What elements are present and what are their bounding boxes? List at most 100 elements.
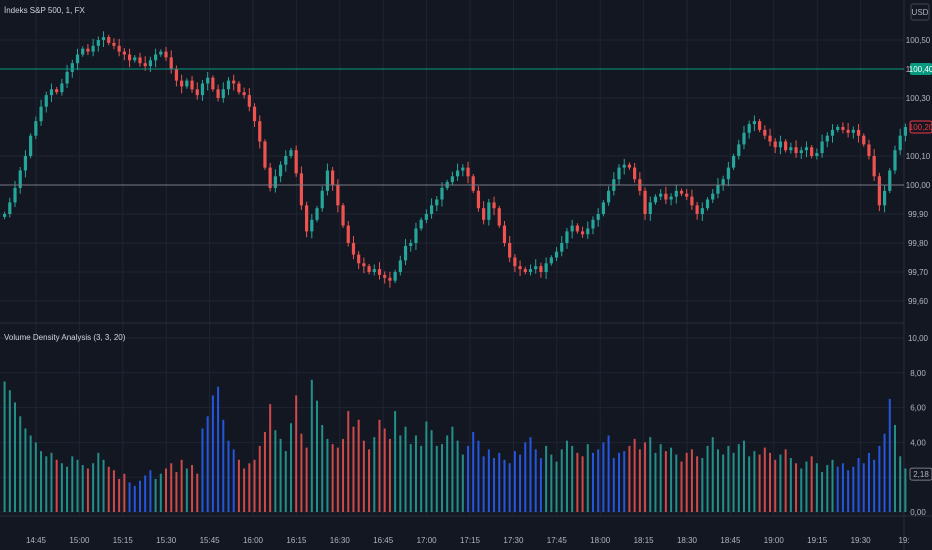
chart-title[interactable]: İndeks S&P 500, 1, FX bbox=[4, 6, 85, 15]
candle-body bbox=[127, 54, 132, 61]
time-tick-label: 16:00 bbox=[243, 536, 264, 545]
volume-bar bbox=[888, 398, 891, 512]
candle-body bbox=[148, 60, 152, 67]
candle-body bbox=[273, 176, 277, 188]
volume-bar bbox=[232, 449, 235, 512]
level-price-tag[interactable]: 100,40 bbox=[909, 63, 932, 75]
volume-bar bbox=[654, 452, 657, 512]
volume-bar bbox=[352, 426, 355, 512]
candle-body bbox=[450, 176, 454, 183]
volume-bar bbox=[742, 440, 745, 512]
volume-bar bbox=[805, 461, 808, 512]
candle-body bbox=[154, 54, 158, 61]
candle-body bbox=[528, 269, 533, 272]
candle-body bbox=[721, 179, 725, 185]
candle-body bbox=[3, 214, 7, 217]
indicator-tick-label: 10,00 bbox=[908, 334, 929, 343]
candle-body bbox=[315, 208, 319, 220]
currency-button[interactable] bbox=[910, 3, 930, 21]
volume-bar bbox=[446, 435, 449, 512]
volume-bar bbox=[133, 485, 136, 512]
volume-bar bbox=[420, 445, 423, 512]
volume-bar bbox=[591, 452, 594, 512]
candlestick-series bbox=[3, 31, 907, 288]
volume-bar bbox=[628, 445, 631, 512]
candle-body bbox=[278, 164, 283, 177]
volume-bar bbox=[248, 463, 251, 512]
volume-bar bbox=[123, 473, 126, 512]
time-tick-label: 14:45 bbox=[26, 536, 47, 545]
volume-bar bbox=[269, 404, 272, 512]
volume-bar bbox=[487, 449, 490, 512]
candle-body bbox=[23, 156, 28, 171]
volume-bar bbox=[539, 458, 542, 512]
price-tick-label: 99,90 bbox=[908, 210, 929, 219]
candle-body bbox=[856, 129, 861, 136]
candle-body bbox=[138, 57, 142, 64]
candle-body bbox=[96, 40, 100, 46]
candle-body bbox=[284, 156, 288, 165]
candle-body bbox=[190, 80, 194, 90]
candle-body bbox=[815, 153, 819, 156]
candle-body bbox=[117, 45, 121, 52]
volume-bar bbox=[430, 430, 433, 512]
candle-body bbox=[70, 63, 74, 72]
volume-bar bbox=[409, 444, 412, 512]
volume-bar bbox=[237, 459, 240, 512]
candle-body bbox=[211, 77, 215, 90]
volume-bar bbox=[440, 444, 443, 512]
volume-bar bbox=[763, 447, 766, 512]
volume-bar bbox=[847, 470, 850, 512]
last-price-label: 100,20 bbox=[909, 123, 932, 132]
volume-bar bbox=[274, 430, 277, 512]
candle-body bbox=[18, 170, 22, 188]
volume-bar bbox=[644, 442, 647, 512]
volume-bar bbox=[279, 438, 282, 512]
candle-body bbox=[575, 225, 579, 232]
candle-body bbox=[419, 219, 423, 229]
candle-body bbox=[554, 251, 559, 258]
volume-bar bbox=[826, 465, 829, 512]
candle-body bbox=[596, 214, 600, 220]
candle-body bbox=[435, 199, 439, 206]
volume-bar bbox=[201, 428, 204, 512]
candle-body bbox=[685, 193, 689, 197]
indicator-title[interactable]: Volume Density Analysis (3, 3, 20) bbox=[4, 333, 126, 342]
indicator-value-tag[interactable]: 2,18 bbox=[909, 467, 932, 481]
time-axis-labels: 14:45 15:00 15:15 15:30 15:45 16:00 16:15 16:30… bbox=[26, 536, 910, 545]
candle-body bbox=[476, 190, 481, 209]
volume-bar bbox=[222, 419, 225, 512]
candle-body bbox=[711, 193, 715, 200]
indicator-tick-label: 8,00 bbox=[910, 369, 926, 378]
candle-body bbox=[716, 185, 720, 194]
volume-bar bbox=[602, 442, 605, 512]
volume-bar bbox=[284, 451, 287, 512]
volume-bar bbox=[545, 445, 548, 512]
volume-bar bbox=[883, 433, 886, 512]
candle-body bbox=[226, 80, 231, 90]
volume-bar bbox=[649, 437, 652, 512]
time-tick-label: 18:15 bbox=[634, 536, 655, 545]
volume-bar bbox=[310, 379, 313, 512]
volume-bar bbox=[295, 395, 298, 512]
candle-body bbox=[55, 89, 59, 93]
candle-body bbox=[586, 228, 590, 235]
candle-body bbox=[705, 199, 710, 209]
time-tick-label: 17:30 bbox=[503, 536, 524, 545]
candle-body bbox=[466, 167, 470, 177]
volume-bar bbox=[706, 445, 709, 512]
candle-body bbox=[560, 243, 564, 252]
volume-bar bbox=[34, 442, 37, 512]
candle-body bbox=[232, 80, 236, 84]
candle-body bbox=[784, 141, 788, 151]
candle-body bbox=[258, 121, 262, 142]
volume-bar bbox=[586, 444, 589, 512]
last-price-tag[interactable]: 100,20 bbox=[909, 120, 932, 134]
candle-body bbox=[549, 257, 553, 264]
time-tick-label: 15:30 bbox=[156, 536, 177, 545]
volume-bar bbox=[664, 451, 667, 512]
volume-bar bbox=[60, 463, 63, 512]
volume-bar bbox=[76, 459, 79, 512]
candle-body bbox=[107, 37, 111, 43]
